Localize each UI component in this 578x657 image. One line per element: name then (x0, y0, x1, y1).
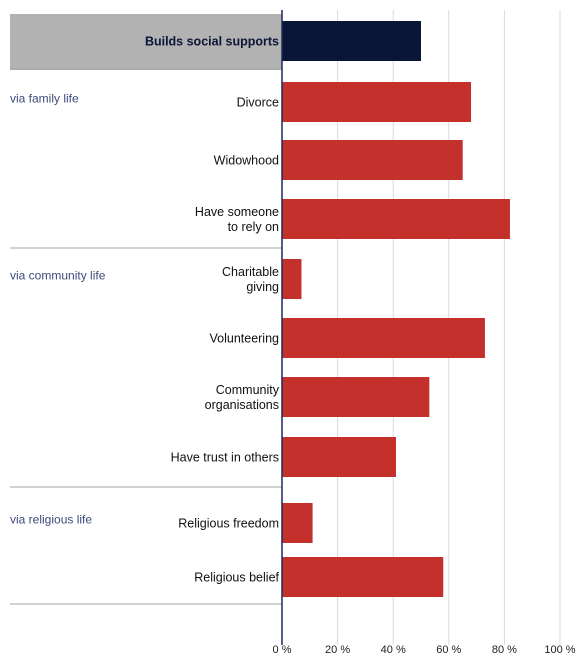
group-label: via family life (10, 92, 79, 106)
category-label: Community organisations (205, 383, 280, 412)
category-label: Volunteering (209, 332, 279, 346)
header-band (10, 14, 282, 70)
bar (282, 557, 444, 597)
bar (282, 318, 485, 358)
x-tick-label: 0 % (273, 644, 292, 656)
group-label: via religious life (10, 513, 92, 527)
bar (282, 140, 463, 180)
group-label: via community life (10, 269, 106, 283)
category-label: Builds social supports (145, 35, 279, 49)
x-tick-label: 80 % (492, 644, 517, 656)
bar (282, 82, 472, 122)
category-label: Divorce (237, 96, 279, 110)
x-tick-label: 60 % (436, 644, 461, 656)
category-label: Religious freedom (178, 517, 279, 531)
x-tick-label: 20 % (325, 644, 350, 656)
bar (282, 503, 313, 543)
category-label: Widowhood (214, 154, 279, 168)
bar (282, 199, 510, 239)
category-label: Have someone to rely on (195, 205, 279, 234)
header-bar (282, 21, 421, 61)
bar (282, 259, 302, 299)
category-label: Charitable giving (222, 265, 279, 294)
bar (282, 437, 396, 477)
bar (282, 377, 430, 417)
x-tick-label: 40 % (381, 644, 406, 656)
category-label: Religious belief (194, 571, 279, 585)
x-tick-label: 100 % (544, 644, 575, 656)
category-label: Have trust in others (171, 451, 279, 465)
